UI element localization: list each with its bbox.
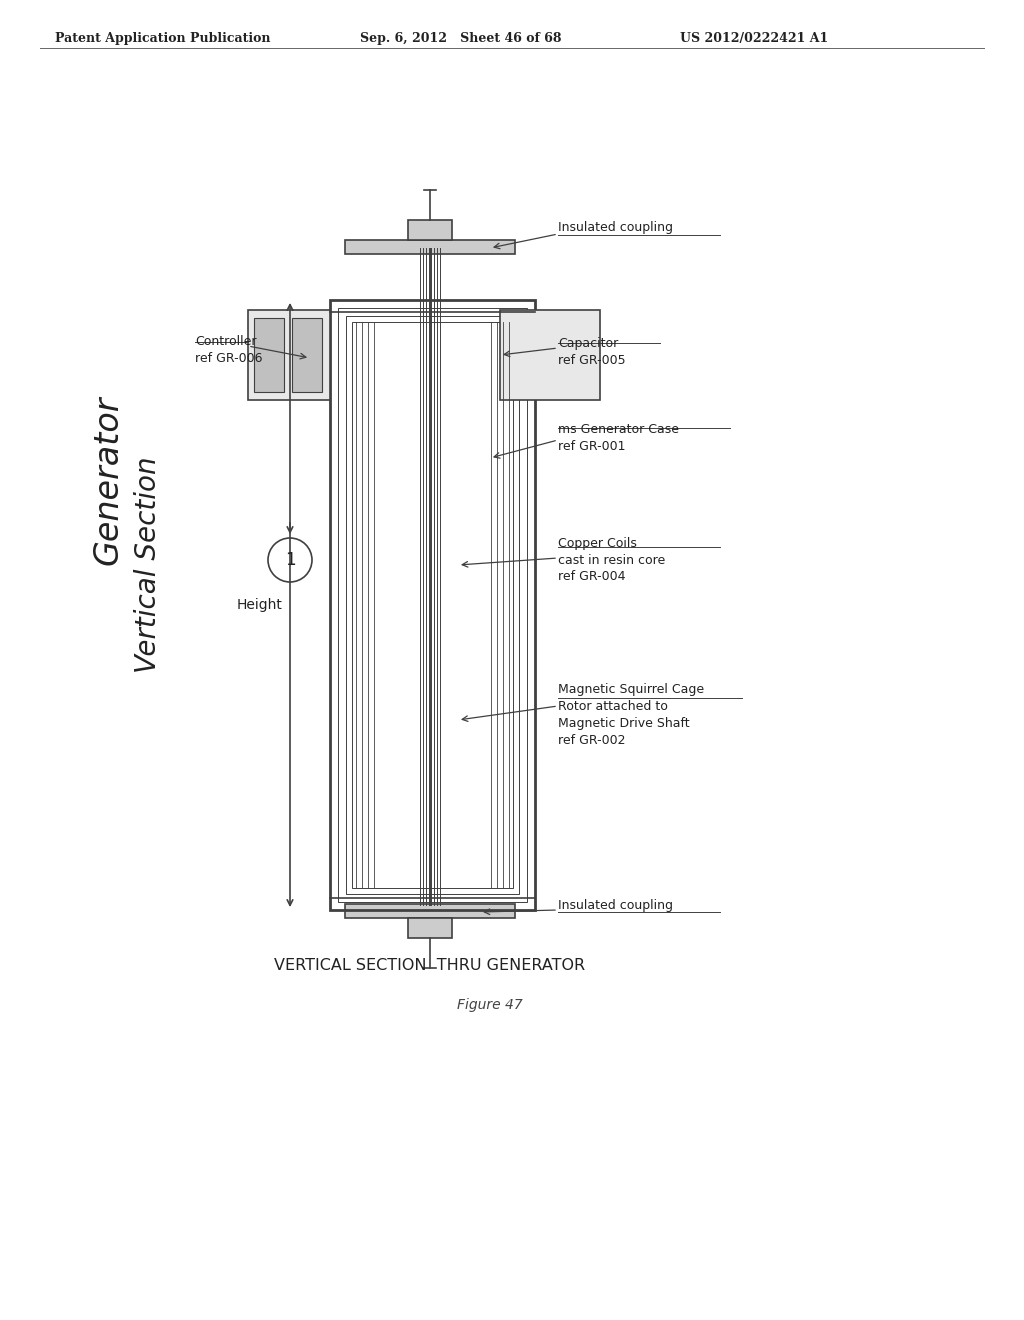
Text: Patent Application Publication: Patent Application Publication: [55, 32, 270, 45]
Bar: [352, 322, 513, 888]
Text: Controller
ref GR-006: Controller ref GR-006: [195, 335, 262, 366]
Bar: [408, 917, 452, 939]
Bar: [330, 300, 535, 909]
Text: Insulated coupling: Insulated coupling: [558, 222, 673, 235]
Text: Vertical Section: Vertical Section: [134, 457, 162, 673]
Bar: [345, 904, 515, 917]
Text: Magnetic Squirrel Cage
Rotor attached to
Magnetic Drive Shaft
ref GR-002: Magnetic Squirrel Cage Rotor attached to…: [558, 682, 705, 747]
Bar: [500, 310, 600, 400]
Text: Sep. 6, 2012   Sheet 46 of 68: Sep. 6, 2012 Sheet 46 of 68: [360, 32, 561, 45]
Text: VERTICAL SECTION  THRU GENERATOR: VERTICAL SECTION THRU GENERATOR: [274, 957, 586, 973]
Text: Figure 47: Figure 47: [457, 998, 523, 1012]
Bar: [254, 318, 284, 392]
Bar: [338, 308, 527, 902]
Bar: [292, 318, 322, 392]
Text: Generator: Generator: [91, 395, 125, 565]
Text: US 2012/0222421 A1: US 2012/0222421 A1: [680, 32, 828, 45]
Text: Insulated coupling: Insulated coupling: [558, 899, 673, 912]
Text: Capacitor
ref GR-005: Capacitor ref GR-005: [558, 337, 626, 367]
Bar: [248, 310, 330, 400]
Bar: [346, 315, 519, 894]
Text: Height: Height: [237, 598, 282, 612]
Bar: [408, 220, 452, 240]
Text: ms Generator Case
ref GR-001: ms Generator Case ref GR-001: [558, 422, 679, 453]
Text: 1: 1: [285, 550, 295, 569]
Bar: [345, 240, 515, 253]
Text: Copper Coils
cast in resin core
ref GR-004: Copper Coils cast in resin core ref GR-0…: [558, 536, 666, 583]
